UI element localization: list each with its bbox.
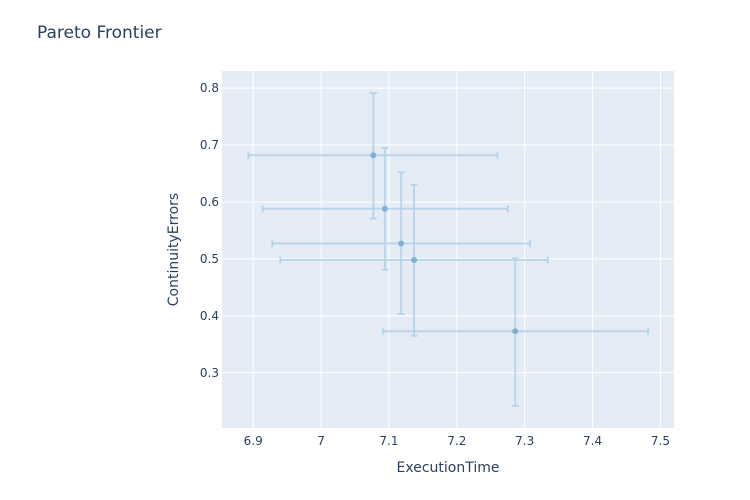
data-point [398, 240, 405, 247]
data-point [411, 257, 418, 264]
data-points [370, 152, 519, 335]
x-tick-label: 7 [317, 434, 325, 448]
y-tick-label: 0.7 [200, 138, 219, 152]
y-tick-label: 0.4 [200, 309, 219, 323]
y-tick-label: 0.3 [200, 366, 219, 380]
data-point [381, 205, 388, 212]
y-axis-title: ContinuityErrors [166, 193, 182, 306]
x-axis-ticks: 6.9 7 7.1 7.2 7.3 7.4 7.5 [244, 434, 670, 448]
gridlines [222, 71, 674, 428]
x-tick-label: 6.9 [244, 434, 263, 448]
plot-area [222, 71, 674, 428]
chart-title: Pareto Frontier [37, 23, 162, 43]
data-point [512, 328, 519, 335]
y-axis-ticks: 0.3 0.4 0.5 0.6 0.7 0.8 [200, 81, 219, 380]
x-tick-label: 7.2 [447, 434, 466, 448]
x-axis-title: ExecutionTime [397, 460, 500, 476]
y-tick-label: 0.6 [200, 195, 219, 209]
x-tick-label: 7.5 [651, 434, 670, 448]
x-tick-label: 7.4 [583, 434, 602, 448]
y-tick-label: 0.5 [200, 252, 219, 266]
y-tick-label: 0.8 [200, 81, 219, 95]
x-tick-label: 7.3 [515, 434, 534, 448]
data-point [370, 152, 377, 159]
x-tick-label: 7.1 [379, 434, 398, 448]
